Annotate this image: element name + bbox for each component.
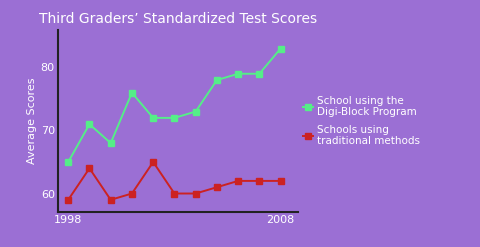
- Title: Third Graders’ Standardized Test Scores: Third Graders’ Standardized Test Scores: [38, 12, 317, 26]
- Y-axis label: Average Scores: Average Scores: [26, 78, 36, 164]
- Legend: School using the
Digi-Block Program, Schools using
traditional methods: School using the Digi-Block Program, Sch…: [303, 96, 420, 146]
